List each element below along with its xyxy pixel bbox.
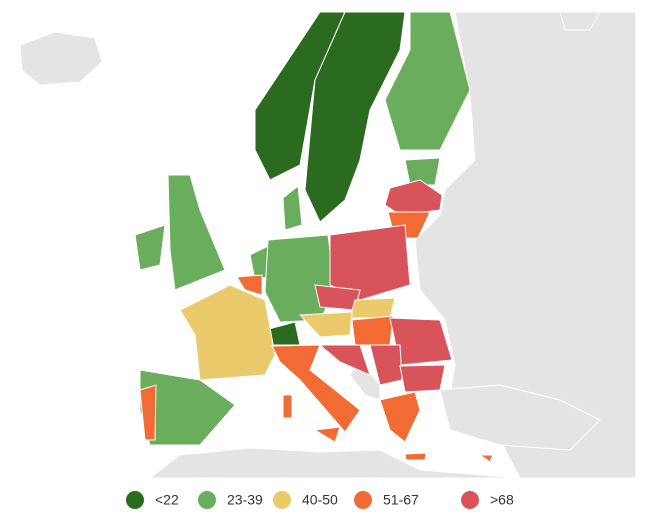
country (351, 315, 394, 346)
country (379, 391, 421, 443)
country (313, 426, 341, 443)
countries (134, 11, 494, 463)
legend-swatch (198, 491, 216, 509)
legend-label: >68 (490, 492, 514, 508)
background-land (19, 11, 637, 479)
country (179, 284, 276, 381)
country (264, 234, 336, 323)
country (318, 344, 371, 376)
country (329, 224, 411, 301)
country (384, 11, 471, 151)
legend: <22 23-39 40-50 51-67 >68 (126, 491, 514, 509)
legend-label: 23-39 (227, 492, 263, 508)
legend-swatch (126, 491, 144, 509)
country (478, 454, 494, 463)
country (134, 224, 166, 271)
country (139, 369, 236, 446)
country (304, 11, 406, 223)
country (349, 297, 396, 319)
country (236, 274, 263, 296)
country (282, 394, 293, 419)
country (139, 384, 157, 441)
country (282, 185, 303, 231)
legend-label: 40-50 (302, 492, 338, 508)
country (384, 179, 443, 216)
legend-label: 51-67 (383, 492, 419, 508)
country (167, 174, 226, 291)
country (404, 157, 441, 186)
country (298, 311, 353, 338)
country (271, 344, 361, 433)
legend-swatch (354, 491, 372, 509)
legend-label: <22 (155, 492, 179, 508)
country (404, 452, 427, 461)
country (399, 364, 446, 393)
country (369, 344, 403, 386)
legend-swatch (461, 491, 479, 509)
country (254, 11, 346, 181)
legend-swatch (273, 491, 291, 509)
